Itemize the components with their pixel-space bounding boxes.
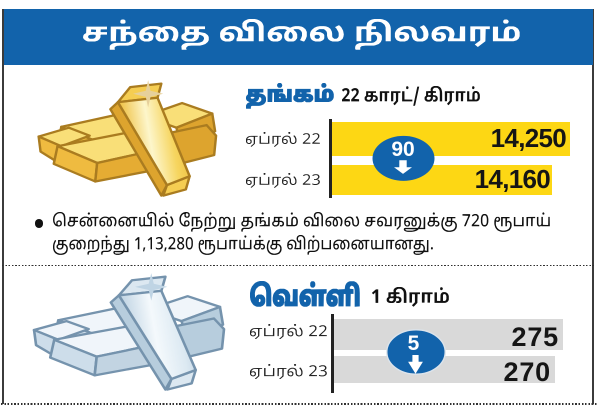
svg-text:90: 90 <box>391 138 414 161</box>
svg-text:5: 5 <box>408 332 420 355</box>
